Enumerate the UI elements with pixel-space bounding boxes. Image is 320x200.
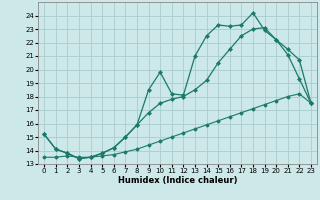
X-axis label: Humidex (Indice chaleur): Humidex (Indice chaleur): [118, 176, 237, 185]
